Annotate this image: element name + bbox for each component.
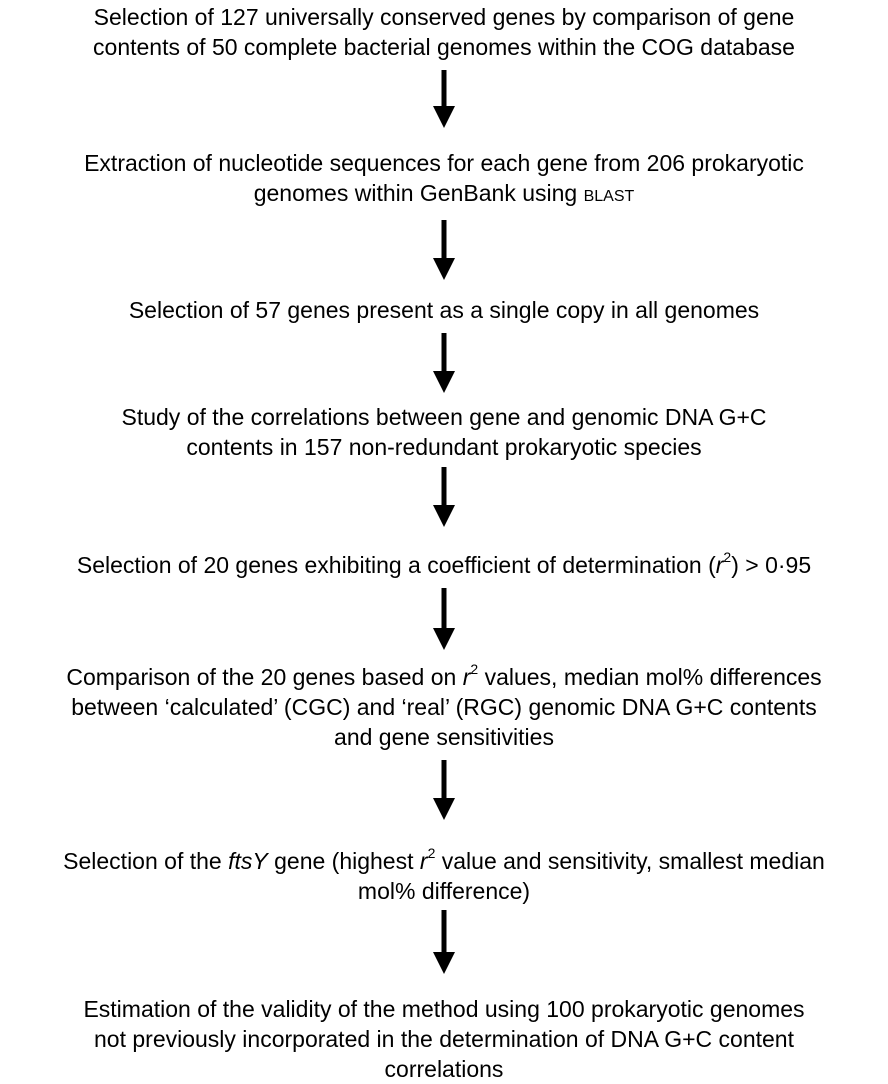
step-6-text-prefix: Comparison of the 20 genes based on	[66, 664, 463, 690]
r-symbol: r	[462, 664, 471, 690]
superscript-2: 2	[470, 661, 479, 678]
step-7-line-1: Selection of the ftsY gene (highest r2 v…	[0, 846, 888, 876]
step-8-line-1: Estimation of the validity of the method…	[83, 996, 805, 1022]
step-3-line-1: Selection of 57 genes present as a singl…	[128, 297, 760, 323]
down-arrow-icon	[433, 333, 455, 393]
r-symbol: r	[715, 552, 724, 578]
blast-term: BLAST	[583, 180, 635, 206]
step-4-line-1: Study of the correlations between gene a…	[121, 404, 767, 430]
step-2-line-2: genomes within GenBank using BLAST	[0, 178, 888, 208]
step-8: Estimation of the validity of the method…	[0, 994, 888, 1084]
step-5-text-suffix: ) > 0·95	[731, 552, 812, 578]
down-arrow-icon	[433, 467, 455, 527]
step-8-line-2: not previously incorporated in the deter…	[94, 1026, 794, 1052]
step-4-line-2: contents in 157 non-redundant prokaryoti…	[186, 434, 702, 460]
step-5-text-prefix: Selection of 20 genes exhibiting a coeff…	[76, 552, 716, 578]
down-arrow-icon	[433, 588, 455, 650]
step-6: Comparison of the 20 genes based on r2 v…	[0, 662, 888, 752]
step-2-line-1: Extraction of nucleotide sequences for e…	[84, 150, 804, 176]
step-1-line-2: contents of 50 complete bacterial genome…	[93, 34, 795, 60]
superscript-2: 2	[723, 549, 732, 566]
step-6-line-2: between ‘calculated’ (CGC) and ‘real’ (R…	[71, 694, 817, 720]
down-arrow-icon	[433, 760, 455, 820]
step-6-line-1: Comparison of the 20 genes based on r2 v…	[0, 662, 888, 692]
step-7: Selection of the ftsY gene (highest r2 v…	[0, 846, 888, 906]
step-4: Study of the correlations between gene a…	[0, 402, 888, 462]
down-arrow-icon	[433, 70, 455, 128]
step-6-line-3: and gene sensitivities	[334, 724, 554, 750]
step-2: Extraction of nucleotide sequences for e…	[0, 148, 888, 208]
step-7-text-mid: gene (highest	[267, 848, 420, 874]
step-3: Selection of 57 genes present as a singl…	[0, 295, 888, 325]
step-8-line-3: correlations	[384, 1056, 504, 1082]
step-5: Selection of 20 genes exhibiting a coeff…	[0, 550, 888, 580]
step-1-line-1: Selection of 127 universally conserved g…	[93, 4, 795, 30]
down-arrow-icon	[433, 910, 455, 974]
step-5-line-1: Selection of 20 genes exhibiting a coeff…	[0, 550, 888, 580]
superscript-2: 2	[427, 845, 436, 862]
step-1: Selection of 127 universally conserved g…	[0, 2, 888, 62]
step-6-text-suffix: values, median mol% differences	[478, 664, 822, 690]
step-2-line-2-text: genomes within GenBank using	[253, 180, 584, 206]
step-7-text-prefix: Selection of the	[63, 848, 229, 874]
step-7-line-2: mol% difference)	[357, 878, 531, 904]
down-arrow-icon	[433, 220, 455, 280]
r-symbol: r	[419, 848, 428, 874]
step-7-text-suffix: value and sensitivity, smallest median	[435, 848, 825, 874]
ftsy-gene-name: ftsY	[228, 848, 268, 874]
